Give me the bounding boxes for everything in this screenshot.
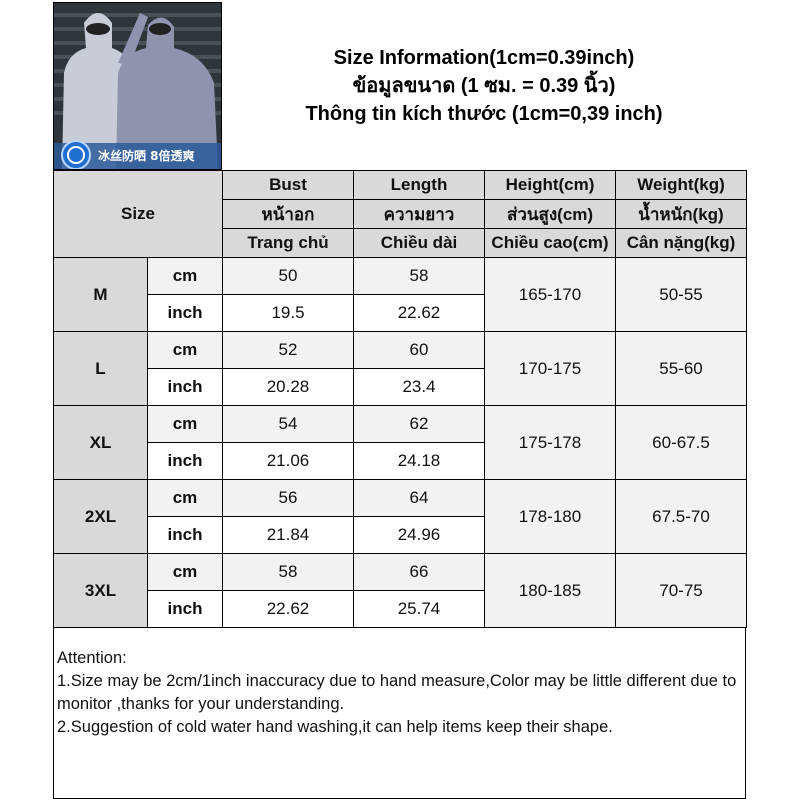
height-range: 175-178 [484,405,616,480]
header-row-thai: หน้าอก ความยาว ส่วนสูง(cm) น้ำหนัก(kg) [54,199,747,229]
length-inch: 24.96 [353,516,485,554]
height-range: 170-175 [484,331,616,406]
size-label: 3XL [53,553,148,628]
length-cm: 60 [353,331,485,369]
length-inch: 25.74 [353,590,485,628]
attention-heading: Attention: [57,649,127,667]
header-row-vietnamese: Trang chủ Chiều dài Chiều cao(cm) Cân nặ… [54,228,747,258]
length-cm: 66 [353,553,485,591]
header-row-english: Size Bust Length Height(cm) Weight(kg) [53,170,747,258]
bust-inch: 19.5 [222,294,354,332]
bust-inch: 21.06 [222,442,354,480]
bust-cm: 56 [222,479,354,517]
bust-inch: 21.84 [222,516,354,554]
col-weight-vi: Cân nặng(kg) [615,228,747,258]
col-weight-thai: น้ำหนัก(kg) [615,199,747,229]
attention-notes: Attention: 1.Size may be 2cm/1inch inacc… [53,644,746,742]
title-thai: ข้อมูลขนาด (1 ซม. = 0.39 นิ้ว) [352,75,616,97]
bust-cm: 50 [222,257,354,295]
weight-range: 50-55 [615,257,747,332]
product-photo: 冰丝防晒 8倍透爽 [53,2,222,170]
size-table: Size Bust Length Height(cm) Weight(kg) ห… [53,170,747,628]
col-length-thai: ความยาว [353,199,485,229]
unit-cm: cm [147,405,223,443]
table-row-cm: 2XL cm 56 64 178-180 67.5-70 [53,479,747,554]
length-inch: 24.18 [353,442,485,480]
table-row-inch: inch 19.5 22.62 [54,294,747,332]
weight-range: 70-75 [615,553,747,628]
length-inch: 23.4 [353,368,485,406]
unit-inch: inch [147,294,223,332]
title-vietnamese: Thông tin kích thước (1cm=0,39 inch) [305,103,663,125]
size-header: Size [53,170,223,258]
weight-range: 60-67.5 [615,405,747,480]
size-label: 2XL [53,479,148,554]
weight-range: 67.5-70 [615,479,747,554]
bust-cm: 54 [222,405,354,443]
unit-inch: inch [147,442,223,480]
weight-range: 55-60 [615,331,747,406]
table-row-inch: inch 21.06 24.18 [54,442,747,480]
col-bust-vi: Trang chủ [222,228,354,258]
length-cm: 62 [353,405,485,443]
bust-cm: 58 [222,553,354,591]
unit-cm: cm [147,553,223,591]
height-range: 180-185 [484,553,616,628]
unit-inch: inch [147,368,223,406]
photo-banner-text: 冰丝防晒 8倍透爽 [98,149,195,163]
height-range: 178-180 [484,479,616,554]
size-label: XL [53,405,148,480]
height-range: 165-170 [484,257,616,332]
col-length-vi: Chiều dài [353,228,485,258]
size-label: M [53,257,148,332]
col-height-vi: Chiều cao(cm) [484,228,616,258]
col-weight: Weight(kg) [615,170,747,200]
length-cm: 64 [353,479,485,517]
unit-cm: cm [147,479,223,517]
unit-inch: inch [147,516,223,554]
table-row-cm: 3XL cm 58 66 180-185 70-75 [53,553,747,628]
table-row-inch: inch 20.28 23.4 [54,368,747,406]
unit-cm: cm [147,257,223,295]
title-english: Size Information(1cm=0.39inch) [333,47,635,69]
col-height: Height(cm) [484,170,616,200]
col-bust-thai: หน้าอก [222,199,354,229]
size-information-title: Size Information(1cm=0.39inch) ข้อมูลขนา… [222,2,746,170]
unit-inch: inch [147,590,223,628]
attention-note-1: 1.Size may be 2cm/1inch inaccuracy due t… [57,672,737,713]
col-length: Length [353,170,485,200]
bust-inch: 22.62 [222,590,354,628]
table-row-inch: inch 22.62 25.74 [54,590,747,628]
length-cm: 58 [353,257,485,295]
size-label: L [53,331,148,406]
attention-note-2: 2.Suggestion of cold water hand washing,… [57,718,613,736]
length-inch: 22.62 [353,294,485,332]
unit-cm: cm [147,331,223,369]
col-bust: Bust [222,170,354,200]
bust-inch: 20.28 [222,368,354,406]
col-height-thai: ส่วนสูง(cm) [484,199,616,229]
hoodie-models-image [54,3,221,169]
table-row-cm: XL cm 54 62 175-178 60-67.5 [53,405,747,480]
bust-cm: 52 [222,331,354,369]
